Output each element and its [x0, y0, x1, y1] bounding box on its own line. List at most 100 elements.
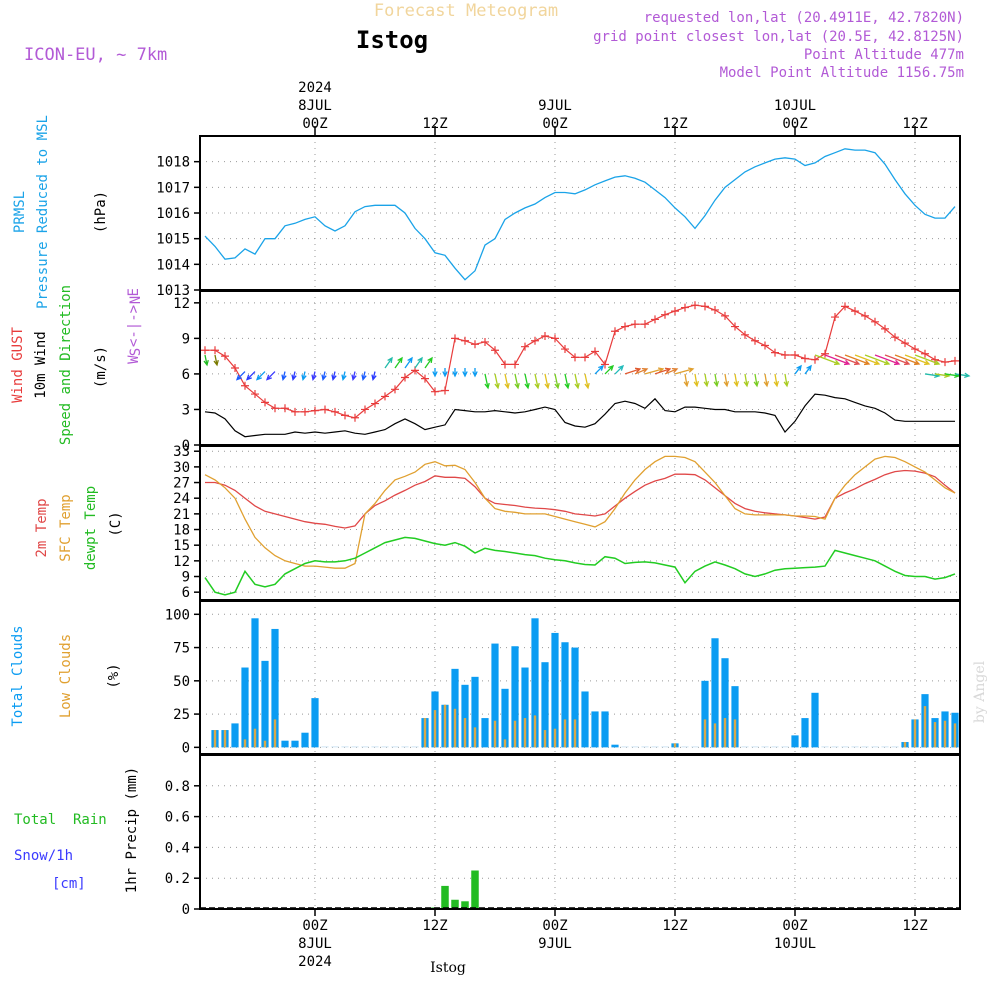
gust-marker [721, 311, 729, 320]
gust-marker [311, 406, 319, 415]
cloud-baseline-segment [391, 746, 399, 748]
y-tick-label: 75 [173, 641, 190, 657]
cloud-baseline-segment [411, 746, 419, 748]
gust-marker [611, 327, 619, 336]
gust-marker [901, 339, 909, 348]
cloud-baseline-segment [381, 746, 389, 748]
total-clouds-bar [581, 691, 589, 748]
gust-marker [631, 320, 639, 329]
y-tick-label: 3 [182, 402, 190, 418]
gust-marker [561, 345, 569, 354]
gust-marker [641, 320, 649, 329]
wind-direction-arrow [404, 356, 413, 369]
gust-marker [541, 332, 549, 341]
wind-direction-arrow [753, 373, 760, 388]
y-tick-label: 25 [173, 707, 190, 723]
wind-direction-arrow [424, 356, 433, 369]
wind-direction-arrow [584, 373, 590, 390]
y-tick-label: 1018 [156, 155, 190, 171]
wind-direction-arrow [804, 364, 812, 375]
low-clouds-bar [463, 718, 467, 748]
low-clouds-bar [473, 727, 477, 748]
gust-marker [771, 348, 779, 357]
y-tick-label: 27 [173, 476, 190, 492]
gust-marker [621, 322, 629, 331]
low-clouds-bar [913, 719, 917, 748]
wind-direction-arrow [484, 373, 490, 390]
cloud-baseline-segment [761, 746, 769, 748]
wind-direction-arrow [654, 367, 672, 375]
total-clouds-bar [491, 643, 499, 748]
wind-direction-arrow [414, 356, 423, 369]
time-label-top: 8JUL [298, 98, 332, 114]
low-clouds-bar [503, 739, 507, 748]
gust-marker [661, 310, 669, 319]
total-clouds-bar [471, 676, 479, 748]
y-tick-label: 0.4 [165, 840, 190, 856]
low-clouds-bar [703, 719, 707, 748]
low-clouds-bar [713, 723, 717, 748]
cloud-baseline-segment [861, 746, 869, 748]
time-label-bottom: 9JUL [538, 936, 572, 952]
gust-label: Wind GUST [10, 327, 26, 403]
y-tick-label: 21 [173, 507, 190, 523]
compass-s: S [128, 348, 144, 356]
low-clouds-bar [513, 720, 517, 748]
gust-marker [461, 336, 469, 345]
total-rain-label: Total Rain [14, 812, 107, 828]
wind-direction-arrow [384, 356, 393, 369]
gust-marker [581, 353, 589, 362]
wind-direction-arrow [462, 368, 468, 378]
gust-marker [511, 360, 519, 369]
y-tick-label: 0.8 [165, 779, 190, 795]
wind-direction-arrow [564, 373, 570, 390]
gust-marker [711, 305, 719, 314]
y-tick-label: 50 [173, 674, 190, 690]
cloud-baseline-segment [651, 746, 659, 748]
product-title: Forecast Meteogram [374, 1, 558, 21]
snow-unit: [cm] [52, 876, 86, 892]
wind-direction-arrow [524, 373, 530, 390]
cloud-baseline-segment [831, 746, 839, 748]
gust-marker [551, 334, 559, 343]
wind-direction-arrow [783, 373, 790, 388]
cloud-baseline-segment [691, 746, 699, 748]
y-tick-label: 1013 [156, 283, 190, 299]
gust-line [205, 304, 956, 419]
y-tick-label: 18 [173, 523, 190, 539]
gust-marker [331, 407, 339, 416]
low-clouds-bar [673, 743, 677, 748]
total-clouds-bar [611, 744, 619, 748]
cloud-baseline-segment [331, 746, 339, 748]
time-label-top: 00Z [542, 116, 567, 132]
gust-marker [591, 347, 599, 356]
wind-direction-arrow [235, 371, 246, 381]
cloud-baseline-segment [351, 746, 359, 748]
gust-marker [531, 336, 539, 345]
model-label: ICON-EU, ~ 7km [24, 45, 167, 65]
low-clouds-bar [433, 710, 437, 748]
total-clouds-bar [311, 698, 319, 748]
wind-direction-arrow [634, 367, 649, 375]
gust-marker [751, 336, 759, 345]
total-clouds-bar [811, 692, 819, 748]
time-label-bottom: 12Z [902, 918, 927, 934]
wind-direction-arrow [844, 354, 871, 366]
gust-marker [221, 352, 229, 361]
total-clouds-bar [251, 618, 259, 748]
wind-direction-arrow [554, 373, 560, 390]
info-line-4: Model Point Altitude 1156.75m [720, 65, 964, 81]
time-label-top: 12Z [902, 116, 927, 132]
wind-direction-arrow [452, 368, 458, 378]
cloud-baseline-segment [841, 746, 849, 748]
cloud-baseline-segment [751, 746, 759, 748]
total-clouds-bar [571, 647, 579, 748]
time-label-top: 9JUL [538, 98, 572, 114]
gust-marker [691, 301, 699, 310]
gust-marker [321, 405, 329, 414]
wind-direction-arrow [644, 367, 665, 375]
cloud-baseline-segment [641, 746, 649, 748]
gust-marker [651, 315, 659, 324]
low-clouds-bar [253, 728, 257, 748]
